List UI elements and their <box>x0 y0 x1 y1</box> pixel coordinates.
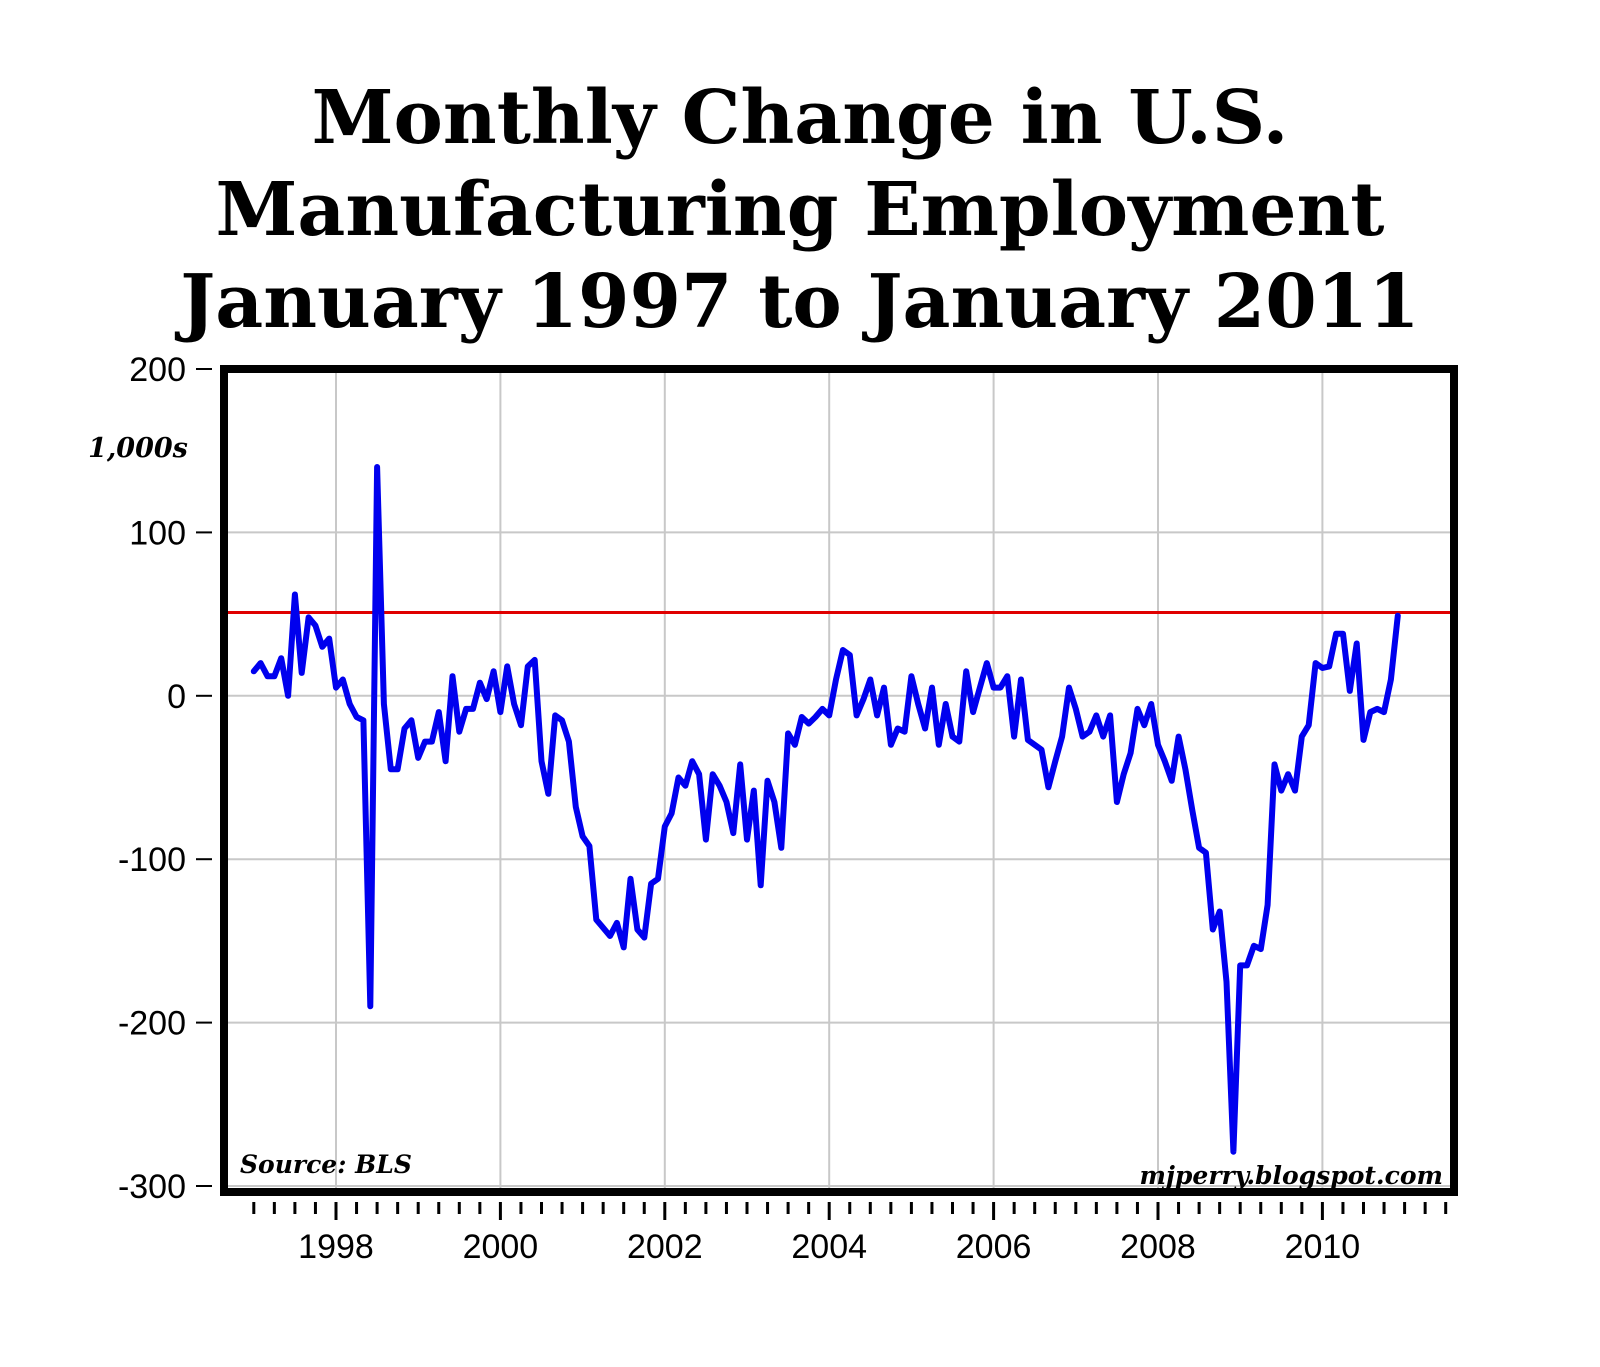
axis-layer: 200 100 0 -100 -200 -300 1998 2000 2002 2004 2006 2… <box>118 351 1448 1266</box>
x-tick-label: 2006 <box>956 1228 1032 1266</box>
x-tick-label: 1998 <box>298 1228 374 1266</box>
series-layer <box>224 464 1454 1155</box>
watermark-text: mjperry.blogspot.com <box>1139 1161 1443 1190</box>
y-tick-label: -300 <box>118 1168 186 1206</box>
x-tick-label: 2000 <box>463 1228 539 1266</box>
grid-layer <box>224 369 1454 1192</box>
chart-title: Monthly Change in U.S. Manufacturing Emp… <box>0 72 1600 348</box>
chart-title-line-3: January 1997 to January 2011 <box>180 259 1420 345</box>
x-tick-label: 2010 <box>1285 1228 1361 1266</box>
source-note: Source: BLS <box>240 1150 412 1179</box>
plot-frame <box>220 365 1458 1196</box>
y-tick-label: -100 <box>118 841 186 879</box>
chart-title-line-2: Manufacturing Employment <box>215 167 1385 253</box>
y-tick-label: 100 <box>129 514 186 552</box>
x-tick-label: 2008 <box>1120 1228 1196 1266</box>
y-tick-label: -200 <box>118 1005 186 1043</box>
series-line <box>250 464 1401 1155</box>
y-unit-label: 1,000s <box>88 433 188 464</box>
y-tick-label: 200 <box>129 351 186 389</box>
x-tick-label: 2004 <box>791 1228 867 1266</box>
x-tick-label: 2002 <box>627 1228 703 1266</box>
chart-title-line-1: Monthly Change in U.S. <box>311 75 1289 161</box>
y-tick-label: 0 <box>167 678 186 716</box>
